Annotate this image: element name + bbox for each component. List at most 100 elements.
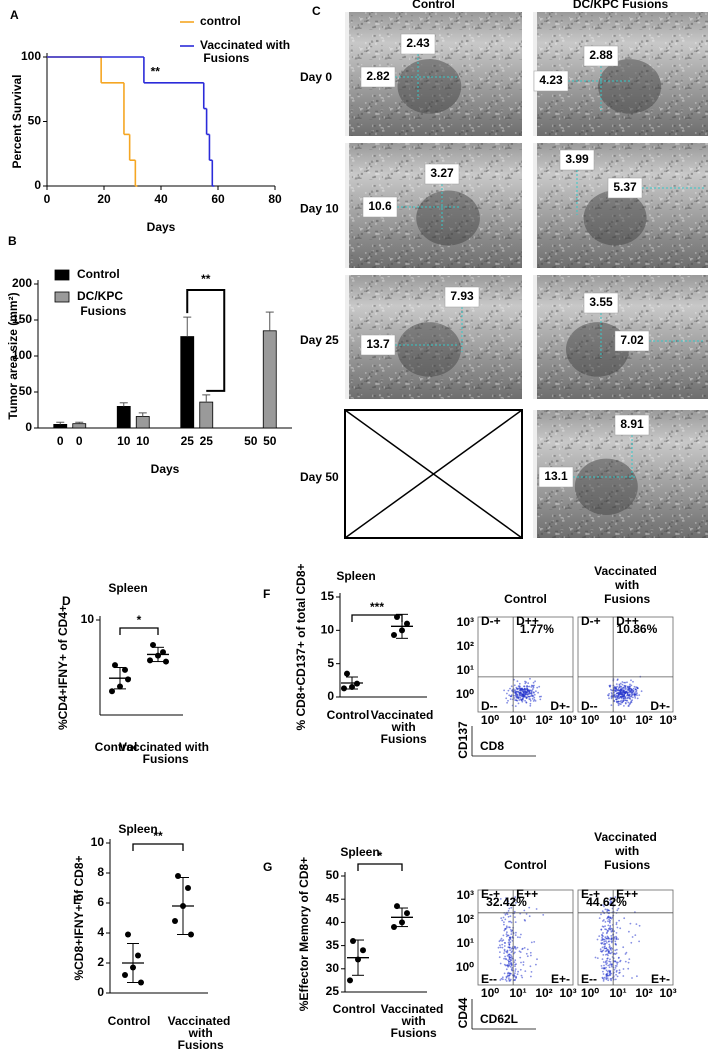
cell-event	[610, 935, 613, 937]
text-line: Vaccinated	[168, 1014, 231, 1028]
data-point	[404, 620, 410, 627]
cell-event	[530, 686, 533, 688]
cell-event	[517, 936, 519, 939]
cell-event	[614, 949, 617, 952]
cell-event	[614, 967, 617, 969]
cell-event	[513, 974, 516, 976]
cell-event	[627, 961, 630, 964]
cell-event	[528, 695, 530, 698]
cell-event	[610, 940, 613, 943]
cell-event	[607, 954, 609, 957]
cell-event	[601, 946, 604, 949]
x-tick-label: 10²	[635, 713, 652, 727]
bar	[116, 405, 131, 429]
bar	[199, 401, 214, 429]
bar	[72, 423, 87, 429]
cell-event	[620, 697, 623, 700]
y-tick-label: 10¹	[457, 936, 474, 950]
cell-event	[602, 954, 605, 956]
quadrant-label: D--	[481, 699, 498, 713]
cell-event	[618, 969, 621, 972]
cell-event	[510, 961, 512, 964]
cell-event	[499, 898, 502, 900]
cell-event	[507, 900, 510, 903]
cell-event	[605, 974, 608, 977]
cell-event	[504, 942, 507, 944]
y-tick-label: 50	[326, 868, 340, 882]
cell-event	[527, 682, 530, 685]
cell-event	[535, 963, 537, 966]
cell-event	[622, 968, 625, 970]
data-point	[360, 947, 366, 954]
data-point	[391, 632, 397, 638]
data-point	[150, 641, 156, 648]
cell-event	[636, 975, 638, 978]
cell-event	[507, 934, 510, 937]
measurement-label: 8.91	[620, 417, 644, 431]
cell-event	[523, 909, 526, 912]
y-tick-label: 10³	[457, 615, 474, 629]
cell-event	[508, 943, 511, 945]
cell-event	[600, 942, 603, 945]
cell-event	[518, 692, 521, 694]
cell-event	[628, 694, 630, 697]
tumor-region	[583, 190, 647, 246]
cell-event	[609, 970, 611, 973]
cell-event	[507, 910, 510, 912]
cell-event	[524, 680, 526, 683]
cell-event	[602, 961, 605, 963]
cell-event	[613, 694, 616, 696]
cell-event	[525, 913, 528, 915]
chart-title: Spleen	[118, 822, 157, 836]
cell-event	[513, 961, 516, 963]
cell-event	[516, 699, 519, 702]
y-tick-label: 30	[326, 961, 340, 975]
cell-event	[514, 959, 517, 962]
legend-label: control	[200, 14, 241, 28]
cell-event	[499, 962, 502, 965]
cell-event	[513, 697, 516, 699]
cell-event	[628, 958, 631, 960]
cell-event	[529, 965, 532, 968]
cell-event	[609, 952, 612, 955]
text-line: Fusions	[377, 732, 427, 746]
cell-event	[608, 966, 611, 969]
cell-event	[610, 947, 613, 949]
cell-event	[511, 929, 513, 932]
cell-event	[528, 691, 530, 694]
cell-event	[509, 698, 512, 700]
cell-event	[506, 951, 509, 954]
cell-event	[634, 697, 637, 699]
significance-bracket	[119, 627, 159, 635]
tumor-region	[574, 458, 638, 515]
cell-event	[602, 920, 604, 922]
data-point	[347, 977, 353, 984]
cell-event	[507, 941, 510, 944]
cell-event	[505, 899, 508, 902]
cell-event	[636, 697, 639, 700]
cell-event	[610, 704, 613, 707]
cell-event	[603, 976, 606, 979]
cell-event	[624, 681, 627, 684]
cell-event	[635, 690, 638, 692]
cell-event	[619, 971, 621, 974]
quadrant-label: E-+	[581, 887, 600, 901]
cell-event	[604, 908, 607, 911]
cell-event	[514, 921, 517, 923]
cell-event	[617, 689, 619, 692]
cell-event	[529, 677, 531, 680]
cell-event	[502, 934, 505, 937]
cell-event	[503, 957, 505, 960]
cell-event	[505, 933, 508, 935]
data-point	[147, 657, 153, 664]
cell-event	[626, 692, 629, 694]
cell-event	[507, 904, 510, 906]
cell-event	[619, 682, 622, 685]
cell-event	[514, 951, 516, 954]
cell-event	[528, 915, 531, 918]
cell-event	[539, 698, 542, 701]
cell-event	[510, 921, 513, 924]
cell-event	[510, 933, 513, 935]
cell-event	[601, 910, 604, 913]
